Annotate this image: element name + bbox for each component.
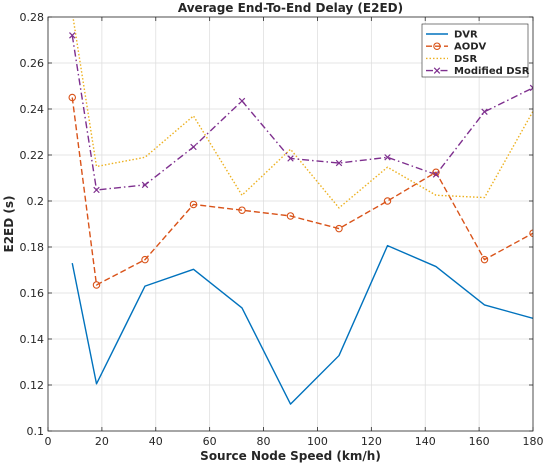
data-point-aodv: [432, 168, 440, 177]
data-point-modified-dsr: [529, 84, 533, 92]
legend-entry-dsr: DSR: [426, 54, 478, 65]
data-point-aodv: [480, 255, 489, 264]
y-tick-label: 0.24: [20, 103, 45, 116]
data-point-aodv: [335, 224, 343, 233]
x-tick-label: 180: [523, 435, 544, 448]
legend-entry-dvr: DVR: [426, 30, 478, 41]
x-tick-label: 0: [45, 435, 52, 448]
y-axis-label: E2ED (s): [2, 196, 16, 253]
x-tick-label: 140: [415, 435, 436, 448]
data-point-modified-dsr: [190, 143, 197, 151]
data-point-modified-dsr: [69, 32, 76, 39]
chart-title: Average End-To-End Delay (E2ED): [178, 1, 403, 15]
data-point-modified-dsr: [481, 108, 488, 115]
x-tick-label: 160: [469, 435, 490, 448]
y-tick-label: 0.1: [27, 425, 45, 438]
data-point-aodv: [189, 200, 198, 209]
legend-marker: [433, 67, 441, 74]
y-tick-label: 0.2: [27, 195, 45, 208]
legend-label: AODV: [454, 42, 487, 53]
y-tick-label: 0.22: [20, 149, 45, 162]
x-tick-label: 40: [149, 435, 163, 448]
data-point-aodv: [383, 197, 392, 205]
plot-area: [48, 17, 533, 431]
data-point-aodv: [141, 255, 149, 264]
data-point-modified-dsr: [432, 171, 440, 178]
x-tick-label: 120: [361, 435, 382, 448]
data-point-aodv: [286, 212, 295, 220]
x-tick-label: 100: [307, 435, 328, 448]
y-tick-label: 0.12: [20, 379, 45, 392]
data-point-aodv: [68, 93, 77, 102]
y-tick-label: 0.28: [20, 11, 45, 24]
y-tick-label: 0.14: [20, 333, 45, 346]
ticks: 0 20 40 60 80 100 120 140 160 180 0.1 0.12 0.14 0.16 0…: [20, 11, 544, 448]
data-point-modified-dsr: [384, 154, 391, 161]
marker-layer: [68, 32, 533, 289]
legend-entry-aodv: AODV: [426, 42, 487, 53]
data-point-modified-dsr: [238, 97, 246, 105]
series-line-dsr: [72, 17, 533, 209]
data-point-modified-dsr: [287, 155, 294, 162]
legend-label: DSR: [454, 54, 478, 65]
data-point-modified-dsr: [93, 186, 100, 194]
legend-label: DVR: [454, 30, 478, 41]
series-line-aodv: [71, 97, 533, 286]
series-line-dvr: [71, 244, 533, 405]
legend-marker: [433, 42, 441, 50]
data-point-aodv: [238, 206, 246, 214]
x-tick-label: 80: [257, 435, 271, 448]
x-axis-label: Source Node Speed (km/h): [200, 449, 381, 463]
x-tick-label: 20: [95, 435, 109, 448]
y-tick-label: 0.16: [20, 287, 45, 300]
x-tick-label: 60: [203, 435, 217, 448]
data-point-modified-dsr: [335, 159, 343, 167]
data-point-modified-dsr: [141, 181, 149, 189]
y-tick-label: 0.26: [20, 57, 45, 70]
legend-entry-modified-dsr: Modified DSR: [426, 66, 530, 77]
legend-label: Modified DSR: [454, 66, 530, 77]
data-point-aodv: [92, 281, 101, 289]
plot-frame: [47, 16, 534, 432]
y-tick-label: 0.18: [20, 241, 45, 254]
